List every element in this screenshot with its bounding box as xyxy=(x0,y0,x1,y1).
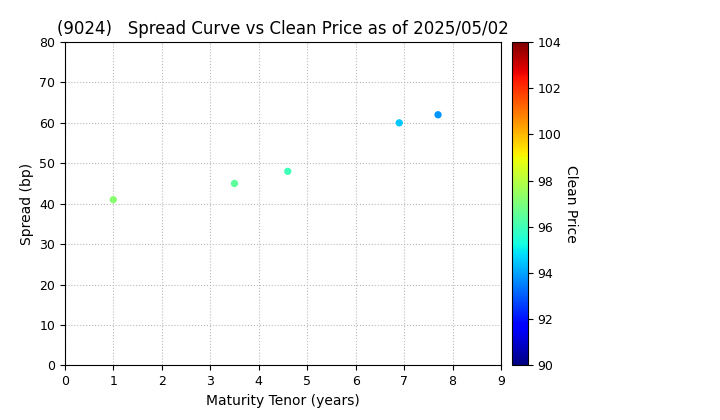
Point xyxy=(107,196,119,203)
Point xyxy=(282,168,294,175)
Y-axis label: Spread (bp): Spread (bp) xyxy=(19,163,34,245)
Point xyxy=(394,119,405,126)
Point xyxy=(432,111,444,118)
Y-axis label: Clean Price: Clean Price xyxy=(564,165,578,243)
Point xyxy=(229,180,240,187)
X-axis label: Maturity Tenor (years): Maturity Tenor (years) xyxy=(206,394,360,408)
Title: (9024)   Spread Curve vs Clean Price as of 2025/05/02: (9024) Spread Curve vs Clean Price as of… xyxy=(57,20,509,38)
